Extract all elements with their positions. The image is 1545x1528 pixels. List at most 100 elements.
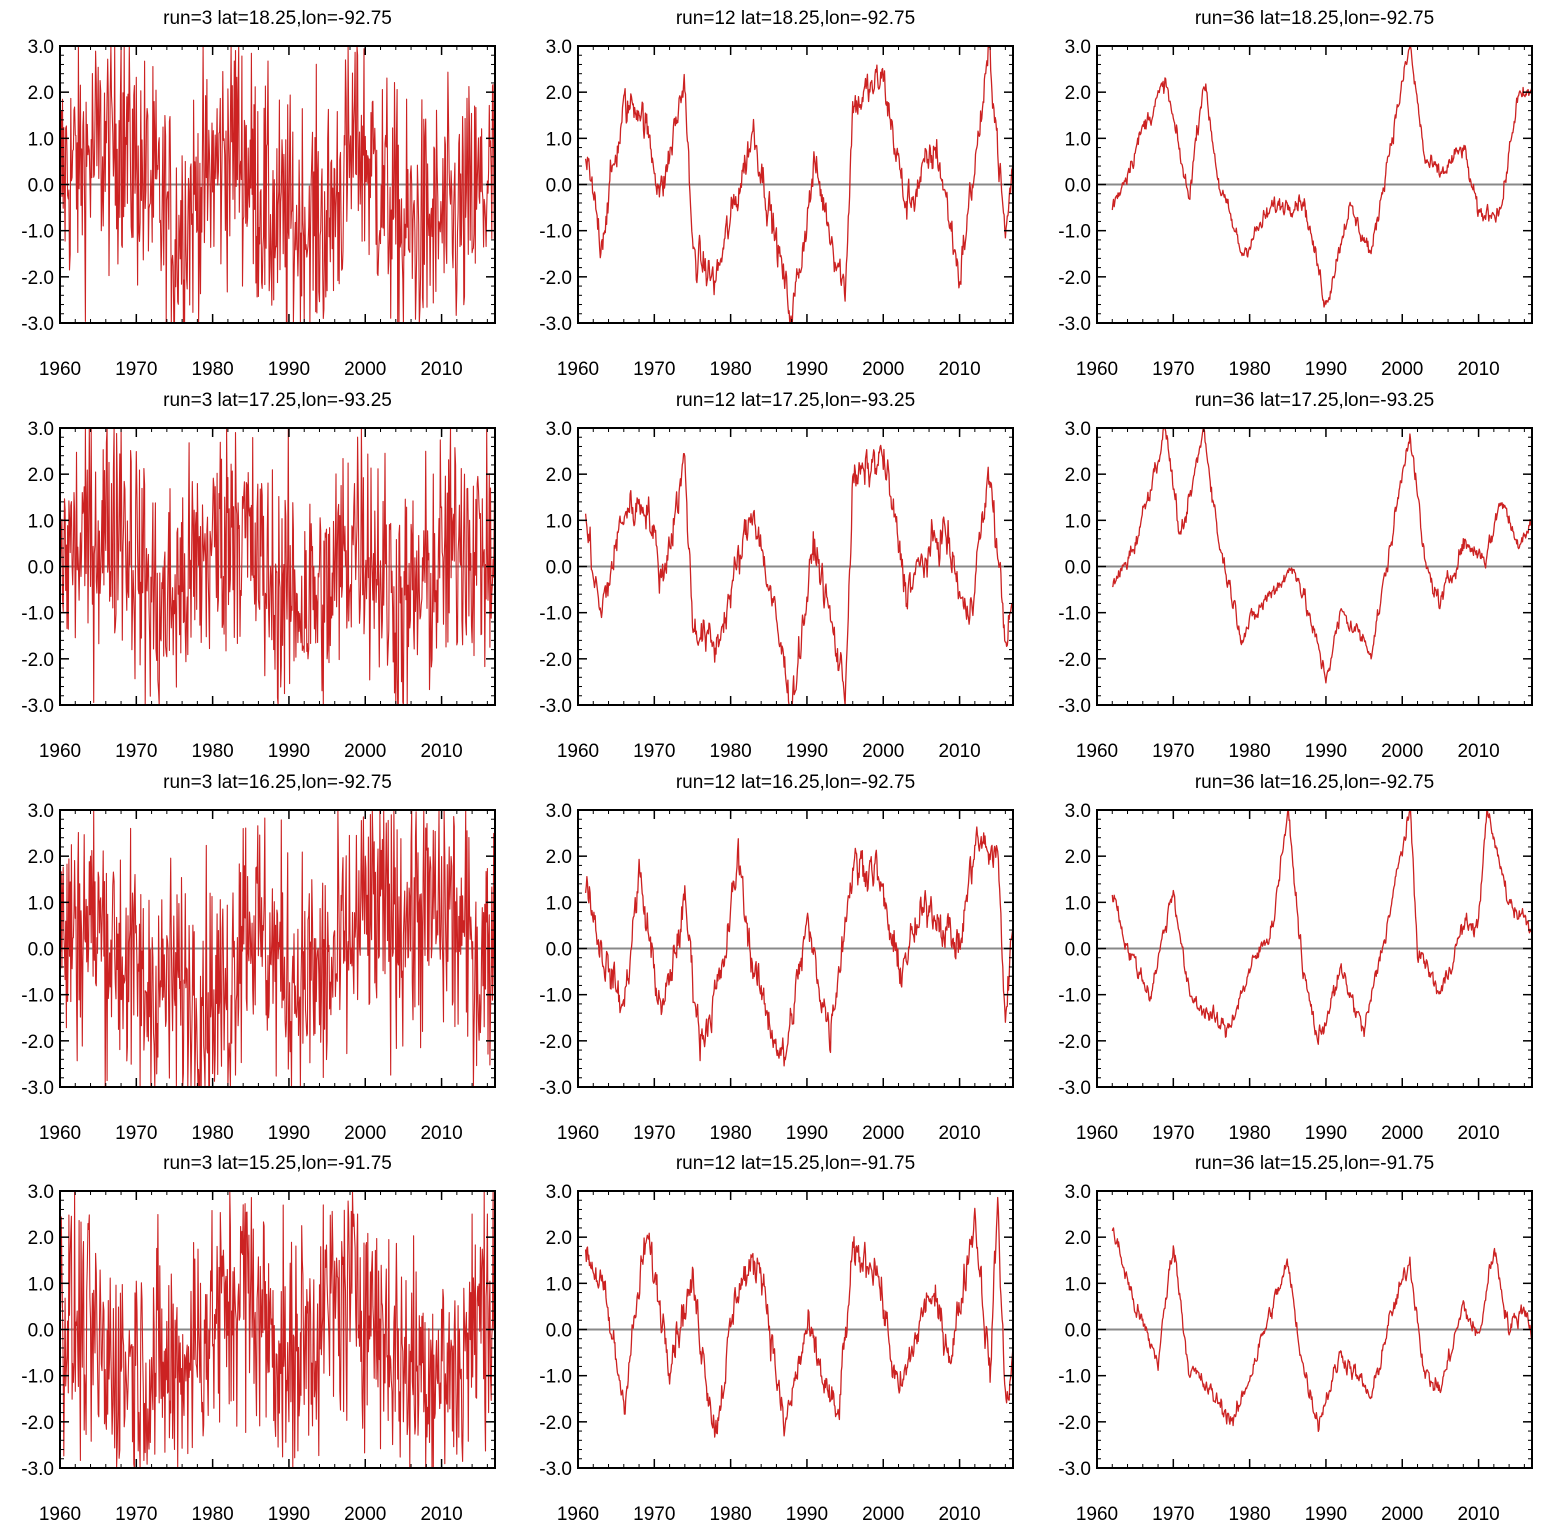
x-tick-label: 1960 [39,359,81,380]
y-tick-label: -1.0 [21,1367,54,1388]
x-tick-label: 1980 [1228,1504,1270,1525]
y-tick-label: 1.0 [28,893,54,914]
x-tick-label: 1980 [1228,741,1270,762]
x-tick-label: 2000 [1381,1123,1423,1144]
x-tick-label: 2000 [862,741,904,762]
x-tick-label: 1980 [191,359,233,380]
y-tick-label: 2.0 [28,465,54,486]
y-tick-label: 2.0 [546,465,572,486]
y-tick-label: 1.0 [28,129,54,150]
x-tick-label: 1990 [786,1123,828,1144]
y-tick-label: 0.0 [546,176,572,197]
series-line [59,1190,496,1469]
series-line [1111,45,1533,308]
x-tick-label: 1980 [1228,1123,1270,1144]
y-tick-label: 1.0 [546,1274,572,1295]
x-tick-label: 1960 [557,359,599,380]
y-tick-label: 1.0 [28,1274,54,1295]
y-tick-label: 1.0 [546,511,572,532]
x-tick-label: 1970 [115,1504,157,1525]
x-tick-label: 2010 [1457,741,1499,762]
x-tick-label: 2010 [420,741,462,762]
x-tick-label: 1970 [633,1123,675,1144]
x-tick-label: 1990 [1305,359,1347,380]
y-tick-label: 2.0 [546,1228,572,1249]
x-tick-label: 1960 [1076,741,1118,762]
y-tick-label: 0.0 [1065,176,1091,197]
x-tick-label: 1990 [268,359,310,380]
y-tick-label: 2.0 [28,1228,54,1249]
y-tick-label: 0.0 [28,176,54,197]
y-tick-label: -2.0 [539,650,572,671]
panel-title: run=12 lat=16.25,lon=-92.75 [676,772,915,793]
y-tick-label: 1.0 [1065,511,1091,532]
x-tick-label: 1980 [191,1123,233,1144]
y-tick-label: -2.0 [21,1413,54,1434]
x-tick-label: 1980 [709,359,751,380]
y-tick-label: 3.0 [28,1182,54,1203]
x-tick-label: 1970 [1152,741,1194,762]
panel-4: run=3 lat=17.25,lon=-93.25 3.0 2.0 1.0 0.0 -1… [21,390,496,762]
y-tick-label: -1.0 [21,222,54,243]
y-tick-label: 1.0 [1065,129,1091,150]
series-line [59,45,496,324]
x-tick-label: 2000 [1381,1504,1423,1525]
y-tick-label: -1.0 [539,1367,572,1388]
y-tick-label: 3.0 [546,419,572,440]
y-tick-label: -2.0 [21,650,54,671]
y-tick-label: 1.0 [546,129,572,150]
x-tick-label: 2000 [862,1504,904,1525]
x-tick-label: 1970 [115,741,157,762]
y-tick-label: 2.0 [1065,83,1091,104]
panel-7: run=3 lat=16.25,lon=-92.75 3.0 2.0 1.0 0.0 -1… [21,772,496,1144]
x-tick-label: 1960 [39,1123,81,1144]
x-tick-label: 2010 [420,359,462,380]
x-tick-label: 1990 [1305,741,1347,762]
y-tick-label: -2.0 [21,1032,54,1053]
y-tick-label: -3.0 [539,1078,572,1099]
panel-title: run=3 lat=15.25,lon=-91.75 [163,1153,392,1174]
x-tick-label: 2000 [344,741,386,762]
series-line [584,45,1014,324]
x-tick-label: 1990 [268,1504,310,1525]
y-tick-label: 3.0 [546,37,572,58]
y-tick-label: 2.0 [1065,1228,1091,1249]
x-tick-label: 2010 [938,1504,980,1525]
x-tick-label: 2010 [938,1123,980,1144]
x-tick-label: 1980 [709,741,751,762]
x-tick-label: 1960 [1076,359,1118,380]
y-tick-label: -1.0 [1058,222,1091,243]
y-tick-label: -2.0 [539,268,572,289]
y-tick-label: 2.0 [28,83,54,104]
y-tick-label: -3.0 [1058,1078,1091,1099]
y-tick-label: 1.0 [28,511,54,532]
panel-5: run=12 lat=17.25,lon=-93.25 3.0 2.0 1.0 0.0 -… [539,390,1014,762]
y-tick-label: 0.0 [1065,558,1091,579]
x-tick-label: 1990 [786,1504,828,1525]
x-tick-label: 2000 [344,359,386,380]
x-tick-label: 1960 [557,1123,599,1144]
y-tick-label: -1.0 [1058,986,1091,1007]
y-tick-label: -2.0 [1058,1413,1091,1434]
panel-2: run=12 lat=18.25,lon=-92.75 3.0 2.0 1.0 0.0 -… [539,8,1014,380]
y-tick-label: 0.0 [1065,1321,1091,1342]
y-tick-label: -2.0 [539,1413,572,1434]
y-tick-label: 3.0 [546,801,572,822]
x-tick-label: 1990 [786,359,828,380]
y-tick-label: 2.0 [546,847,572,868]
y-tick-label: 0.0 [546,558,572,579]
y-tick-label: 3.0 [1065,419,1091,440]
y-tick-label: 2.0 [1065,847,1091,868]
y-tick-label: -2.0 [1058,268,1091,289]
x-tick-label: 1960 [39,1504,81,1525]
x-tick-label: 2000 [1381,741,1423,762]
x-tick-label: 1970 [1152,359,1194,380]
y-tick-label: 2.0 [546,83,572,104]
y-tick-label: 1.0 [1065,893,1091,914]
y-tick-label: -3.0 [1058,314,1091,335]
x-tick-label: 1980 [191,741,233,762]
x-tick-label: 2010 [1457,1504,1499,1525]
x-tick-label: 1990 [1305,1123,1347,1144]
series-line [1111,1227,1533,1433]
x-tick-label: 1990 [268,741,310,762]
